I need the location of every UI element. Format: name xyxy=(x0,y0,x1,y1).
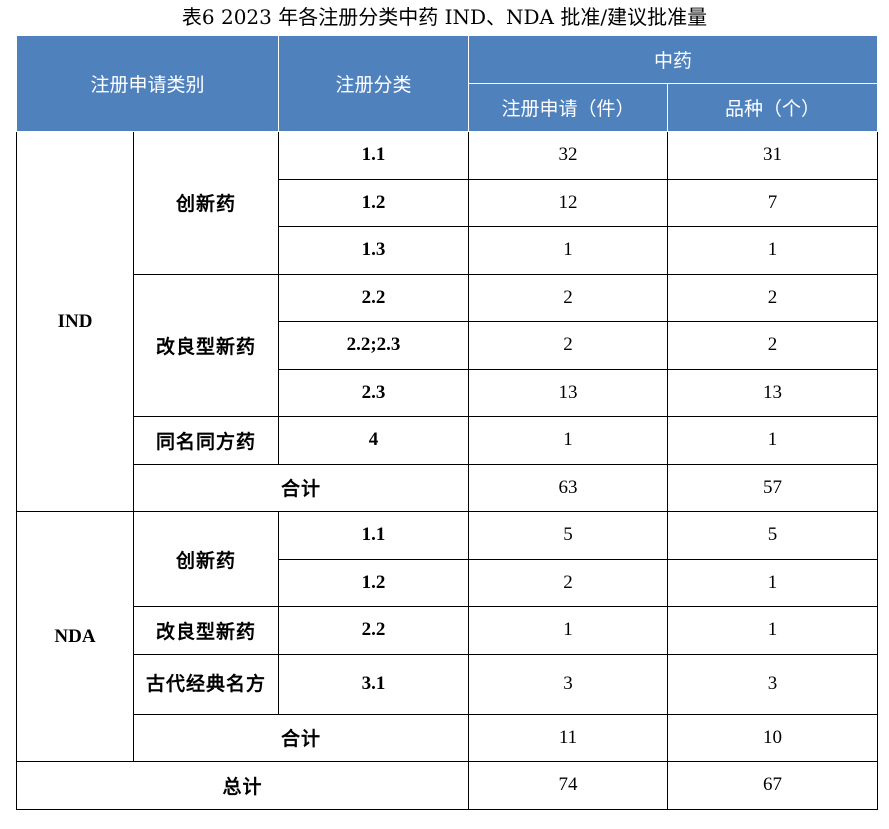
code-cell: 3.1 xyxy=(278,653,470,715)
total-label: 总计 xyxy=(15,761,470,810)
table-row: 同名同方药 4 1 1 xyxy=(17,416,879,465)
varieties-cell: 7 xyxy=(667,178,879,227)
code-cell: 1.3 xyxy=(278,226,470,275)
ind-subtotal-label: 合计 xyxy=(132,463,470,512)
varieties-cell: 1 xyxy=(667,606,879,655)
ind-subtotal-apps: 63 xyxy=(468,463,669,512)
apps-cell: 1 xyxy=(468,606,669,655)
header-row-1: 注册申请类别 注册分类 中药 xyxy=(15,35,879,132)
header-category: 注册申请类别 xyxy=(15,35,280,132)
apps-cell: 13 xyxy=(468,368,669,417)
header-row-2: 注册申请（件） 品种（个） xyxy=(17,83,879,132)
ind-innovative: 创新药 xyxy=(132,131,280,275)
header-group-tcm: 中药 xyxy=(468,35,879,84)
nda-subtotal-apps: 11 xyxy=(468,713,669,762)
nda-innovative: 创新药 xyxy=(132,511,280,607)
code-cell: 2.3 xyxy=(278,368,470,417)
code-cell: 2.2;2.3 xyxy=(278,321,470,370)
nda-classic-formula: 古代经典名方 xyxy=(132,653,280,715)
nda-label: NDA xyxy=(16,511,134,762)
apps-cell: 12 xyxy=(468,178,669,227)
table-caption: 表6 2023 年各注册分类中药 IND、NDA 批准/建议批准量 xyxy=(181,5,708,29)
varieties-cell: 2 xyxy=(667,273,879,322)
apps-cell: 5 xyxy=(468,511,669,560)
table-row: 改良型新药 2.2 1 1 xyxy=(17,606,879,655)
varieties-cell: 3 xyxy=(667,653,879,715)
varieties-cell: 1 xyxy=(667,558,879,607)
ind-label: IND xyxy=(16,131,134,512)
code-cell: 1.1 xyxy=(278,511,470,560)
total-row: 总计 74 67 xyxy=(15,761,879,810)
header-applications: 注册申请（件） xyxy=(468,83,669,132)
code-cell: 1.1 xyxy=(278,131,470,180)
nda-subtotal-varieties: 10 xyxy=(667,713,879,762)
table-row: IND 创新药 1.1 32 31 xyxy=(16,131,879,512)
table-row: 改良型新药 2.2 2 2 xyxy=(17,273,879,417)
varieties-cell: 31 xyxy=(667,131,879,180)
code-cell: 4 xyxy=(278,416,470,465)
header-classification: 注册分类 xyxy=(278,35,470,132)
code-cell: 1.2 xyxy=(278,558,470,607)
ind-same-name: 同名同方药 xyxy=(132,416,280,465)
approval-table: 注册申请类别 注册分类 中药 注册申请（件） 品种（个） IND 创新药 1.1… xyxy=(15,35,879,810)
ind-improved: 改良型新药 xyxy=(132,273,280,417)
table-row: 2.2;2.3 2 2 xyxy=(17,321,879,370)
total-apps: 74 xyxy=(468,761,669,810)
varieties-cell: 2 xyxy=(667,321,879,370)
ind-subtotal-varieties: 57 xyxy=(667,463,879,512)
apps-cell: 2 xyxy=(468,273,669,322)
apps-cell: 3 xyxy=(468,653,669,715)
nda-subtotal-label: 合计 xyxy=(132,713,470,762)
total-varieties: 67 xyxy=(667,761,879,810)
varieties-cell: 13 xyxy=(667,368,879,417)
table-row: 2.3 13 13 xyxy=(17,368,879,417)
code-cell: 1.2 xyxy=(278,178,470,227)
table-row: 古代经典名方 3.1 3 3 xyxy=(17,653,879,715)
table-row: 1.2 2 1 xyxy=(17,558,879,607)
nda-classic-formula-label: 古代经典名方 xyxy=(146,673,267,695)
table-row: 1.2 12 7 xyxy=(17,178,879,227)
apps-cell: 1 xyxy=(468,416,669,465)
apps-cell: 1 xyxy=(468,226,669,275)
varieties-cell: 1 xyxy=(667,226,879,275)
nda-improved: 改良型新药 xyxy=(132,606,280,655)
apps-cell: 2 xyxy=(468,321,669,370)
varieties-cell: 1 xyxy=(667,416,879,465)
table-row: 1.3 1 1 xyxy=(17,226,879,275)
header-varieties: 品种（个） xyxy=(667,83,879,132)
apps-cell: 2 xyxy=(468,558,669,607)
ind-subtotal-row: 合计 63 57 xyxy=(17,463,879,512)
code-cell: 2.2 xyxy=(278,606,470,655)
nda-subtotal-row: 合计 11 10 xyxy=(17,713,879,762)
table-row: NDA 创新药 1.1 5 5 xyxy=(16,511,879,762)
varieties-cell: 5 xyxy=(667,511,879,560)
code-cell: 2.2 xyxy=(278,273,470,322)
apps-cell: 32 xyxy=(468,131,669,180)
